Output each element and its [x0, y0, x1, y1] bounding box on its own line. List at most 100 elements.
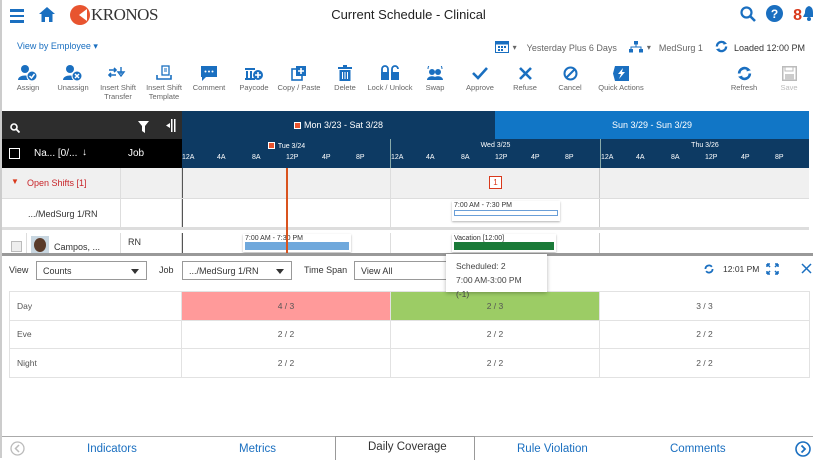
check-icon	[455, 64, 505, 82]
coverage-cell[interactable]: 3 / 3	[599, 291, 810, 321]
help-icon[interactable]: ?	[766, 5, 784, 27]
open-shift-block[interactable]: 7:00 AM - 7:30 PM	[452, 201, 560, 221]
save-icon	[764, 64, 813, 82]
swap-icon	[410, 64, 460, 82]
search-icon[interactable]	[10, 120, 21, 138]
x-icon	[500, 64, 550, 82]
coverage-cell[interactable]: 2 / 2	[390, 319, 600, 349]
calendar-icon[interactable]	[494, 40, 509, 55]
tab-comments[interactable]: Comments	[670, 443, 726, 455]
filter-icon[interactable]	[138, 120, 149, 138]
coverage-cell[interactable]: 2 / 2	[181, 348, 391, 378]
timespan-select[interactable]: View All	[354, 261, 454, 280]
coverage-time: 12:01 PM	[723, 264, 760, 274]
assign-button[interactable]: Assign	[3, 64, 53, 93]
action-toolbar: Assign Unassign Insert Shift Transfer In…	[2, 64, 813, 106]
coverage-row-eve: Eve 2 / 2 2 / 2 2 / 2	[9, 319, 810, 349]
employee-name[interactable]: Campos, ...	[54, 242, 101, 252]
delete-button[interactable]: Delete	[320, 64, 370, 93]
name-column-header[interactable]: Na... [0/...	[34, 148, 78, 159]
close-icon[interactable]	[801, 263, 812, 276]
tab-indicators[interactable]: Indicators	[87, 443, 137, 455]
refresh-icon[interactable]	[704, 264, 714, 276]
insert-shift-transfer-icon	[93, 64, 143, 82]
refuse-button[interactable]: Refuse	[500, 64, 550, 93]
search-icon[interactable]	[740, 5, 757, 27]
svg-text:?: ?	[771, 7, 778, 21]
open-shifts-row[interactable]: ▼ Open Shifts [1] 1	[2, 168, 809, 199]
timeline-header: Tue 3/24 12A 4A 8A 12P 4P 8P Wed 3/25 12A 4A 8A…	[182, 139, 809, 168]
kronos-logo: KRONOS	[70, 5, 158, 25]
coverage-cell[interactable]: 2 / 2	[390, 348, 600, 378]
view-label: View	[9, 265, 29, 275]
lock-unlock-button[interactable]: Lock / Unlock	[365, 64, 415, 93]
approve-button[interactable]: Approve	[455, 64, 505, 93]
expand-icon[interactable]	[766, 263, 779, 277]
employee-row[interactable]: Campos, ... RN 7:00 AM - 7:30 PM Vacatio…	[2, 233, 809, 254]
comment-button[interactable]: Comment	[184, 64, 234, 93]
grid-search-bar	[2, 111, 182, 139]
refresh-icon[interactable]	[715, 40, 728, 55]
collapse-panel-icon[interactable]	[166, 119, 176, 137]
insert-shift-transfer-button[interactable]: Insert Shift Transfer	[93, 64, 143, 101]
view-select[interactable]: Counts	[36, 261, 147, 280]
paycode-button[interactable]: Paycode	[229, 64, 279, 93]
insert-shift-template-button[interactable]: Insert Shift Template	[139, 64, 189, 101]
view-by-dropdown[interactable]: View by Employee ▾	[17, 41, 98, 52]
week-range-2[interactable]: Sun 3/29 - Sun 3/29	[495, 111, 809, 139]
save-button[interactable]: Save	[764, 64, 813, 93]
today-marker-icon	[293, 121, 301, 129]
assign-icon	[3, 64, 53, 82]
lock-icon	[365, 64, 415, 82]
open-shift-count-badge[interactable]: 1	[489, 176, 502, 189]
home-icon[interactable]	[39, 7, 55, 27]
caret-down-icon[interactable]: ▾	[646, 43, 651, 52]
tab-rule-violation[interactable]: Rule Violation	[517, 443, 588, 455]
coverage-row-day: Day 4 / 3 2 / 3 3 / 3	[9, 291, 810, 321]
coverage-row-night: Night 2 / 2 2 / 2 2 / 2	[9, 348, 810, 378]
bell-icon[interactable]	[803, 6, 813, 26]
coverage-tooltip: Scheduled: 2 7:00 AM-3:00 PM (-1)	[446, 254, 547, 299]
notification-count[interactable]: 8	[793, 7, 802, 24]
caret-down-icon: ▾	[93, 41, 98, 51]
coverage-cell[interactable]: 2 / 2	[181, 319, 391, 349]
timespan-label: Time Span	[304, 265, 348, 275]
vacation-block[interactable]: Vacation [12:00]	[452, 234, 556, 252]
day-column-tue: Tue 3/24 12A 4A 8A 12P 4P 8P	[182, 142, 365, 161]
collapse-caret-icon[interactable]: ▼	[11, 177, 19, 186]
tab-daily-coverage[interactable]: Daily Coverage	[368, 441, 447, 453]
quick-actions-button[interactable]: Quick Actions	[596, 64, 646, 93]
org-hierarchy-icon[interactable]	[628, 40, 643, 55]
job-select[interactable]: .../MedSurg 1/RN	[182, 261, 292, 280]
menu-icon[interactable]	[10, 9, 24, 23]
open-job-label: .../MedSurg 1/RN	[28, 209, 98, 219]
job-column-header[interactable]: Job	[128, 148, 145, 159]
shift-block[interactable]: 7:00 AM - 7:30 PM	[243, 234, 351, 252]
insert-shift-template-icon	[139, 64, 189, 82]
today-marker-icon	[267, 142, 275, 149]
next-tab-icon[interactable]	[795, 441, 811, 462]
trash-icon	[320, 64, 370, 82]
refresh-button[interactable]: Refresh	[719, 64, 769, 93]
week-range-1[interactable]: Mon 3/23 - Sat 3/28	[182, 111, 495, 139]
sort-arrow-icon[interactable]: ↓	[82, 147, 87, 158]
open-shifts-label[interactable]: Open Shifts [1]	[27, 178, 87, 188]
select-all-checkbox[interactable]	[9, 148, 20, 159]
caret-down-icon[interactable]: ▾	[512, 43, 517, 52]
employee-checkbox[interactable]	[11, 241, 22, 252]
tab-metrics[interactable]: Metrics	[239, 443, 277, 455]
coverage-cell[interactable]: 2 / 2	[599, 348, 810, 378]
panel-splitter[interactable]	[2, 253, 813, 256]
date-range[interactable]: Yesterday Plus 6 Days	[526, 42, 617, 53]
coverage-cell[interactable]: 4 / 3	[181, 291, 391, 321]
location[interactable]: MedSurg 1	[658, 42, 703, 53]
prev-tab-icon[interactable]	[10, 441, 25, 461]
swap-button[interactable]: Swap	[410, 64, 460, 93]
coverage-cell[interactable]: 2 / 2	[599, 319, 810, 349]
page-title: Current Schedule - Clinical	[331, 7, 486, 22]
comment-icon	[184, 64, 234, 82]
copy-paste-button[interactable]: Copy / Paste	[274, 64, 324, 93]
unassign-button[interactable]: Unassign	[48, 64, 98, 93]
cancel-button[interactable]: Cancel	[545, 64, 595, 93]
caret-down-icon	[131, 269, 139, 274]
